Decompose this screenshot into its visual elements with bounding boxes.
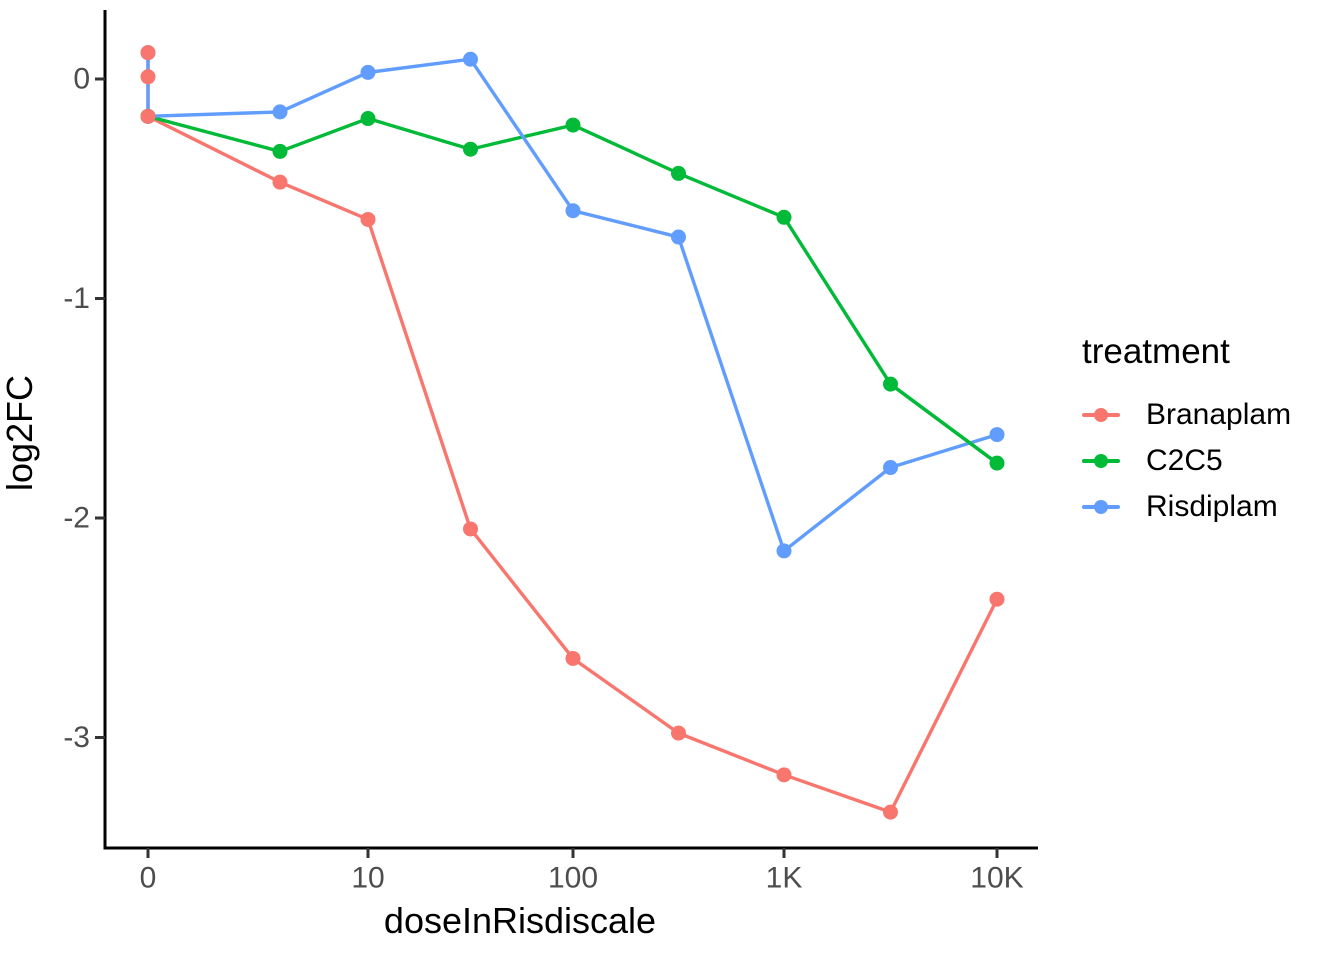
axis-lines xyxy=(103,10,1038,850)
data-point-risdiplam xyxy=(565,203,581,219)
data-point-risdiplam xyxy=(776,543,792,559)
data-point-c2c5 xyxy=(989,455,1005,471)
data-point-risdiplam xyxy=(989,427,1005,443)
legend-key-risdiplam-icon xyxy=(1082,498,1120,516)
y-tick-label: -3 xyxy=(63,721,90,754)
data-point-c2c5 xyxy=(671,165,686,181)
data-point-branaplam xyxy=(360,211,376,227)
data-point-risdiplam xyxy=(463,51,478,67)
data-point-c2c5 xyxy=(565,117,581,133)
series-line-risdiplam xyxy=(146,50,999,553)
data-point-c2c5 xyxy=(272,143,288,159)
legend-title: treatment xyxy=(1082,332,1230,371)
legend-item-label: Risdiplam xyxy=(1146,490,1278,523)
y-tick-label: 0 xyxy=(73,63,90,96)
data-point-risdiplam xyxy=(671,229,686,245)
data-point-branaplam xyxy=(140,69,156,85)
data-point-branaplam xyxy=(565,650,581,666)
data-point-c2c5 xyxy=(360,111,376,127)
legend-key-c2c5-icon xyxy=(1082,452,1120,470)
data-point-branaplam xyxy=(776,767,792,783)
data-point-branaplam xyxy=(671,725,686,741)
legend: treatment Branaplam C2C5 Risdiplam xyxy=(1078,332,1291,530)
series-line-c2c5 xyxy=(146,114,999,465)
x-tick-label: 1K xyxy=(766,862,803,895)
legend-key-branaplam-icon xyxy=(1082,406,1120,424)
legend-item-label: Branaplam xyxy=(1146,398,1292,431)
x-tick-label: 10 xyxy=(351,862,384,895)
legend-item-c2c5: C2C5 xyxy=(1078,438,1291,484)
data-point-branaplam xyxy=(463,521,478,537)
x-tick-label: 0 xyxy=(140,862,157,895)
legend-item-branaplam: Branaplam xyxy=(1078,392,1291,438)
data-point-c2c5 xyxy=(776,209,792,225)
data-point-branaplam xyxy=(140,108,156,124)
legend-items: Branaplam C2C5 Risdiplam xyxy=(1078,392,1291,530)
x-axis-title: doseInRisdiscale xyxy=(383,900,657,941)
x-tick-label: 100 xyxy=(548,862,598,895)
data-point-c2c5 xyxy=(883,376,898,392)
data-point-c2c5 xyxy=(463,141,478,157)
x-tick-label: 10K xyxy=(970,862,1023,895)
data-point-risdiplam xyxy=(883,460,898,476)
data-point-risdiplam xyxy=(272,104,288,120)
y-axis-title: log2FC xyxy=(0,374,40,492)
series-line-overlay-c2c5 xyxy=(888,382,999,465)
data-point-risdiplam xyxy=(360,64,376,80)
legend-item-risdiplam: Risdiplam xyxy=(1078,484,1291,530)
series-line-branaplam xyxy=(146,50,999,814)
data-point-branaplam xyxy=(883,804,898,820)
data-point-branaplam xyxy=(989,591,1005,607)
y-tick-label: -2 xyxy=(63,502,90,535)
data-point-branaplam xyxy=(272,174,288,190)
data-point-branaplam xyxy=(140,45,156,61)
legend-item-label: C2C5 xyxy=(1146,444,1223,477)
y-tick-label: -1 xyxy=(63,282,90,315)
